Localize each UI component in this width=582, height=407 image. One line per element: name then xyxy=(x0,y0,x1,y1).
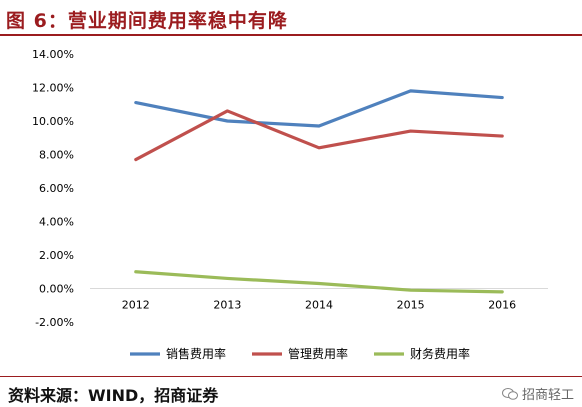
y-tick-label: 12.00% xyxy=(32,82,74,95)
legend-label: 财务费用率 xyxy=(410,346,470,361)
figure-header: 图 6：营业期间费用率稳中有降 xyxy=(0,0,582,36)
series-lines xyxy=(134,89,504,294)
x-axis: 2012 2013 2014 2015 2016 xyxy=(122,299,516,312)
x-tick-label: 2014 xyxy=(305,299,333,312)
y-tick-label: 2.00% xyxy=(39,249,74,262)
series-line-3 xyxy=(134,270,504,294)
y-axis: 14.00% 12.00% 10.00% 8.00% 6.00% 4.00% 2.00% 0.… xyxy=(32,48,74,329)
y-tick-label: -2.00% xyxy=(35,316,74,329)
watermark-label: 招商轻工 xyxy=(521,388,574,403)
legend: 销售费用率 管理费用率 财务费用率 xyxy=(130,346,470,361)
legend-label: 管理费用率 xyxy=(288,346,348,361)
y-tick-label: 0.00% xyxy=(39,283,74,296)
y-tick-label: 14.00% xyxy=(32,48,74,61)
x-tick-label: 2013 xyxy=(213,299,241,312)
watermark: 招商轻工 xyxy=(501,384,574,403)
figure-title: 图 6：营业期间费用率稳中有降 xyxy=(6,10,288,32)
source-note: 资料来源：WIND，招商证券 xyxy=(8,386,219,405)
figure-footer: 资料来源：WIND，招商证券 招商轻工 xyxy=(0,376,582,407)
wechat-icon xyxy=(501,387,518,400)
series-line-2 xyxy=(134,109,504,162)
legend-label: 销售费用率 xyxy=(166,346,226,361)
y-tick-label: 6.00% xyxy=(39,182,74,195)
y-tick-label: 4.00% xyxy=(39,216,74,229)
x-tick-label: 2016 xyxy=(488,299,516,312)
series-line-1 xyxy=(134,89,504,128)
x-tick-label: 2015 xyxy=(397,299,425,312)
y-tick-label: 8.00% xyxy=(39,149,74,162)
line-chart: 14.00% 12.00% 10.00% 8.00% 6.00% 4.00% 2.00% 0.… xyxy=(32,48,548,361)
y-tick-label: 10.00% xyxy=(32,115,74,128)
x-tick-label: 2012 xyxy=(122,299,150,312)
